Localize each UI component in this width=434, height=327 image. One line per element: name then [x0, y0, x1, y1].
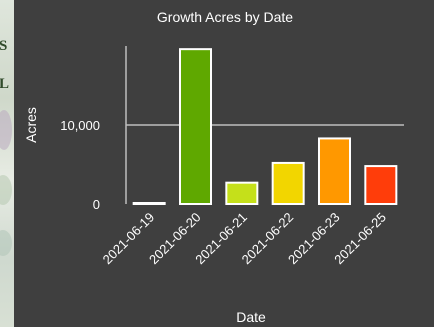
x-axis-label: Date [236, 309, 266, 325]
map-label: S [0, 38, 8, 54]
bar-2021-06-23[interactable] [318, 137, 351, 205]
bar-2021-06-21[interactable] [225, 181, 259, 205]
bar-2021-06-22[interactable] [271, 161, 305, 205]
y-tick-label: 0 [93, 197, 100, 212]
chart-title: Growth Acres by Date [157, 9, 293, 25]
bar-2021-06-20[interactable] [179, 48, 212, 205]
y-axis-label: Acres [23, 107, 39, 143]
map-background: S L [0, 0, 14, 327]
bar-2021-06-19[interactable] [132, 202, 166, 205]
y-tick-label: 10,000 [60, 118, 100, 133]
bar-chart: Growth Acres by Date 010,0002021-06-1920… [23, 9, 404, 325]
map-feature [0, 230, 12, 256]
bar-2021-06-25[interactable] [364, 165, 398, 205]
chart-panel: Growth Acres by Date 0 10,000 2021-06-19 20… [14, 0, 434, 327]
map-label: L [0, 76, 10, 92]
map-feature [0, 175, 12, 205]
map-feature [0, 110, 12, 150]
